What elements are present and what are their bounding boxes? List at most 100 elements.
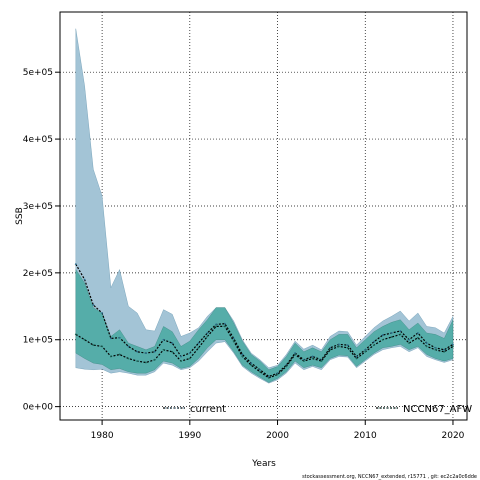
data-point xyxy=(276,373,279,376)
y-tick-label: 2e+05 xyxy=(23,269,53,279)
data-point xyxy=(259,368,261,371)
data-point xyxy=(416,332,419,334)
y-tick-label: 3e+05 xyxy=(23,202,53,212)
data-point xyxy=(74,333,77,336)
data-point xyxy=(294,352,296,355)
data-point xyxy=(311,357,314,360)
data-point xyxy=(92,304,95,306)
data-point xyxy=(276,372,279,375)
data-point xyxy=(329,346,332,349)
data-point xyxy=(355,355,358,358)
data-point xyxy=(118,336,121,339)
data-point xyxy=(153,350,156,353)
data-point xyxy=(162,348,165,351)
data-point xyxy=(153,358,156,361)
footnote: stockassessment.org, NCCN67_extended, r1… xyxy=(302,474,477,480)
data-point xyxy=(390,332,393,334)
data-point xyxy=(74,263,77,266)
data-point xyxy=(399,333,402,336)
x-axis: 1980 1990 2000 2010 2020 xyxy=(91,420,465,441)
data-point xyxy=(83,338,86,341)
data-point xyxy=(355,357,358,360)
data-point xyxy=(136,350,139,353)
data-point xyxy=(241,353,244,356)
confidence-bands xyxy=(75,28,454,384)
data-point xyxy=(197,342,200,344)
data-point xyxy=(408,338,411,341)
data-point xyxy=(206,335,209,338)
data-point xyxy=(206,332,209,334)
data-point xyxy=(197,346,200,349)
data-point xyxy=(320,360,323,363)
data-point xyxy=(416,336,419,339)
data-point xyxy=(311,355,314,358)
data-point xyxy=(232,340,235,342)
data-point xyxy=(92,344,95,346)
series-line-nccn67-afw xyxy=(75,325,454,379)
data-point xyxy=(302,360,305,363)
data-point xyxy=(162,338,165,341)
data-point xyxy=(224,322,226,325)
data-point xyxy=(145,361,147,364)
data-point xyxy=(127,357,130,360)
plot-frame xyxy=(59,11,468,421)
data-point xyxy=(127,345,130,348)
legend: current NCCN67_AFW xyxy=(163,404,472,415)
data-point xyxy=(452,345,454,348)
data-point xyxy=(180,360,182,363)
data-point xyxy=(373,340,375,343)
y-tick-label: 1e+05 xyxy=(23,336,53,346)
data-point xyxy=(443,350,446,353)
data-point xyxy=(443,348,446,351)
data-point xyxy=(118,353,121,356)
data-point xyxy=(338,345,340,348)
data-point xyxy=(329,348,332,351)
data-point xyxy=(259,370,261,373)
data-point xyxy=(136,360,139,363)
legend-label: NCCN67_AFW xyxy=(403,404,472,415)
series-line-current xyxy=(75,263,454,378)
data-point xyxy=(381,334,384,336)
data-point xyxy=(250,362,253,365)
legend-label: current xyxy=(190,404,226,415)
data-point xyxy=(346,346,349,349)
data-point xyxy=(145,352,147,355)
data-point xyxy=(171,342,174,344)
x-tick-label: 2020 xyxy=(442,431,465,441)
data-point xyxy=(381,338,384,341)
data-point xyxy=(109,337,112,340)
data-point xyxy=(241,355,244,358)
y-axis-title: SSB xyxy=(15,207,25,225)
data-point xyxy=(109,355,112,358)
data-point xyxy=(320,358,323,361)
x-tick-label: 1980 xyxy=(91,431,114,441)
data-point xyxy=(101,345,104,348)
data-point xyxy=(215,325,218,328)
x-tick-label: 2000 xyxy=(266,431,289,441)
series-lines xyxy=(74,263,454,379)
data-point xyxy=(364,348,367,351)
data-point xyxy=(425,345,428,348)
data-point xyxy=(180,355,182,358)
y-tick-label: 0e+00 xyxy=(23,403,54,413)
data-point xyxy=(215,323,218,326)
data-point xyxy=(171,350,174,353)
data-point xyxy=(101,312,104,314)
data-point xyxy=(267,375,270,378)
data-point xyxy=(434,348,437,351)
data-point xyxy=(232,337,235,340)
data-point xyxy=(399,330,402,332)
data-point xyxy=(346,344,349,346)
x-tick-label: 1990 xyxy=(178,431,201,441)
data-point xyxy=(285,365,288,368)
data-point xyxy=(408,342,411,344)
data-point xyxy=(434,346,437,349)
data-point xyxy=(338,343,340,346)
y-axis: 0e+00 1e+05 2e+05 3e+05 4e+05 5e+05 xyxy=(23,68,60,413)
y-tick-label: 5e+05 xyxy=(23,68,53,78)
data-point xyxy=(364,350,367,353)
y-tick-label: 4e+05 xyxy=(23,135,53,145)
data-point xyxy=(267,376,270,379)
data-point xyxy=(250,364,253,367)
